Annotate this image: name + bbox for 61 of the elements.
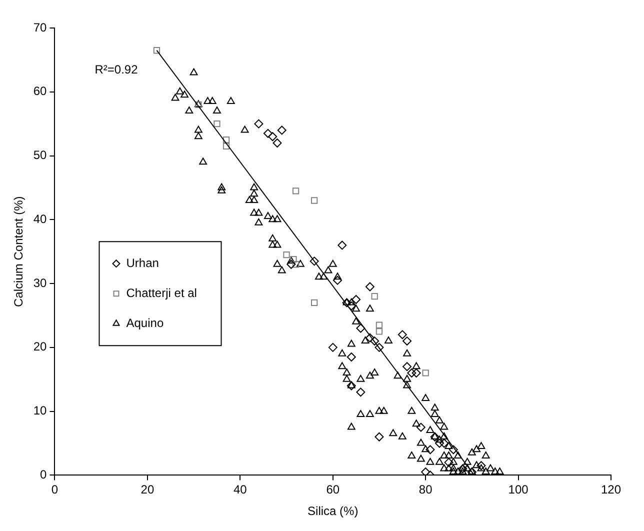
- point: [292, 188, 300, 194]
- x-axis-title: Silica (%): [308, 504, 358, 518]
- y-tick-label: 0: [40, 468, 48, 482]
- point: [430, 432, 439, 440]
- point: [272, 138, 282, 148]
- y-tick-label: 30: [33, 276, 48, 290]
- point: [328, 342, 338, 352]
- y-tick-label: 70: [33, 20, 48, 34]
- point: [448, 445, 458, 454]
- point: [376, 322, 383, 328]
- point: [370, 336, 380, 346]
- point: [346, 352, 356, 362]
- point: [356, 324, 366, 333]
- point: [283, 251, 290, 258]
- point: [422, 370, 429, 376]
- point: [347, 381, 356, 388]
- point: [268, 132, 278, 142]
- point: [421, 468, 430, 476]
- legend-label: Urhan: [126, 256, 159, 270]
- point: [338, 240, 347, 250]
- y-tick-label: 10: [33, 404, 48, 418]
- point: [311, 299, 318, 306]
- point: [398, 330, 407, 340]
- point: [407, 368, 416, 378]
- y-tick-label: 40: [33, 212, 48, 226]
- point: [356, 388, 366, 397]
- point: [222, 136, 230, 144]
- point: [412, 368, 421, 378]
- y-tick-label: 60: [33, 84, 48, 98]
- y-tick-label: 50: [33, 148, 48, 162]
- point: [374, 432, 384, 442]
- point: [468, 468, 476, 475]
- point: [310, 256, 319, 266]
- point: [153, 47, 160, 54]
- point: [374, 342, 384, 352]
- x-tick-label: 0: [51, 482, 58, 497]
- point: [277, 126, 286, 135]
- x-tick-label: 60: [326, 482, 340, 497]
- legend-label: Chatterji et al: [126, 286, 197, 300]
- point: [402, 362, 412, 372]
- legend-label: Aquino: [126, 316, 164, 330]
- point: [376, 328, 383, 335]
- y-axis-title: Calcium Content (%): [12, 196, 26, 307]
- point: [214, 120, 220, 128]
- x-tick-label: 20: [140, 482, 154, 497]
- point: [416, 422, 426, 432]
- x-tick-label: 40: [233, 482, 248, 497]
- point: [263, 128, 272, 138]
- point: [402, 336, 412, 346]
- x-tick-label: 120: [600, 482, 622, 497]
- point: [286, 260, 296, 269]
- point: [290, 256, 297, 263]
- x-tick-label: 100: [508, 482, 529, 497]
- point: [222, 142, 230, 150]
- x-tick-label: 80: [418, 482, 433, 497]
- point: [371, 292, 378, 300]
- annotation: R²=0.92: [94, 62, 138, 76]
- point: [254, 119, 264, 128]
- point: [311, 197, 318, 204]
- point: [365, 282, 374, 292]
- y-tick-label: 20: [33, 340, 48, 354]
